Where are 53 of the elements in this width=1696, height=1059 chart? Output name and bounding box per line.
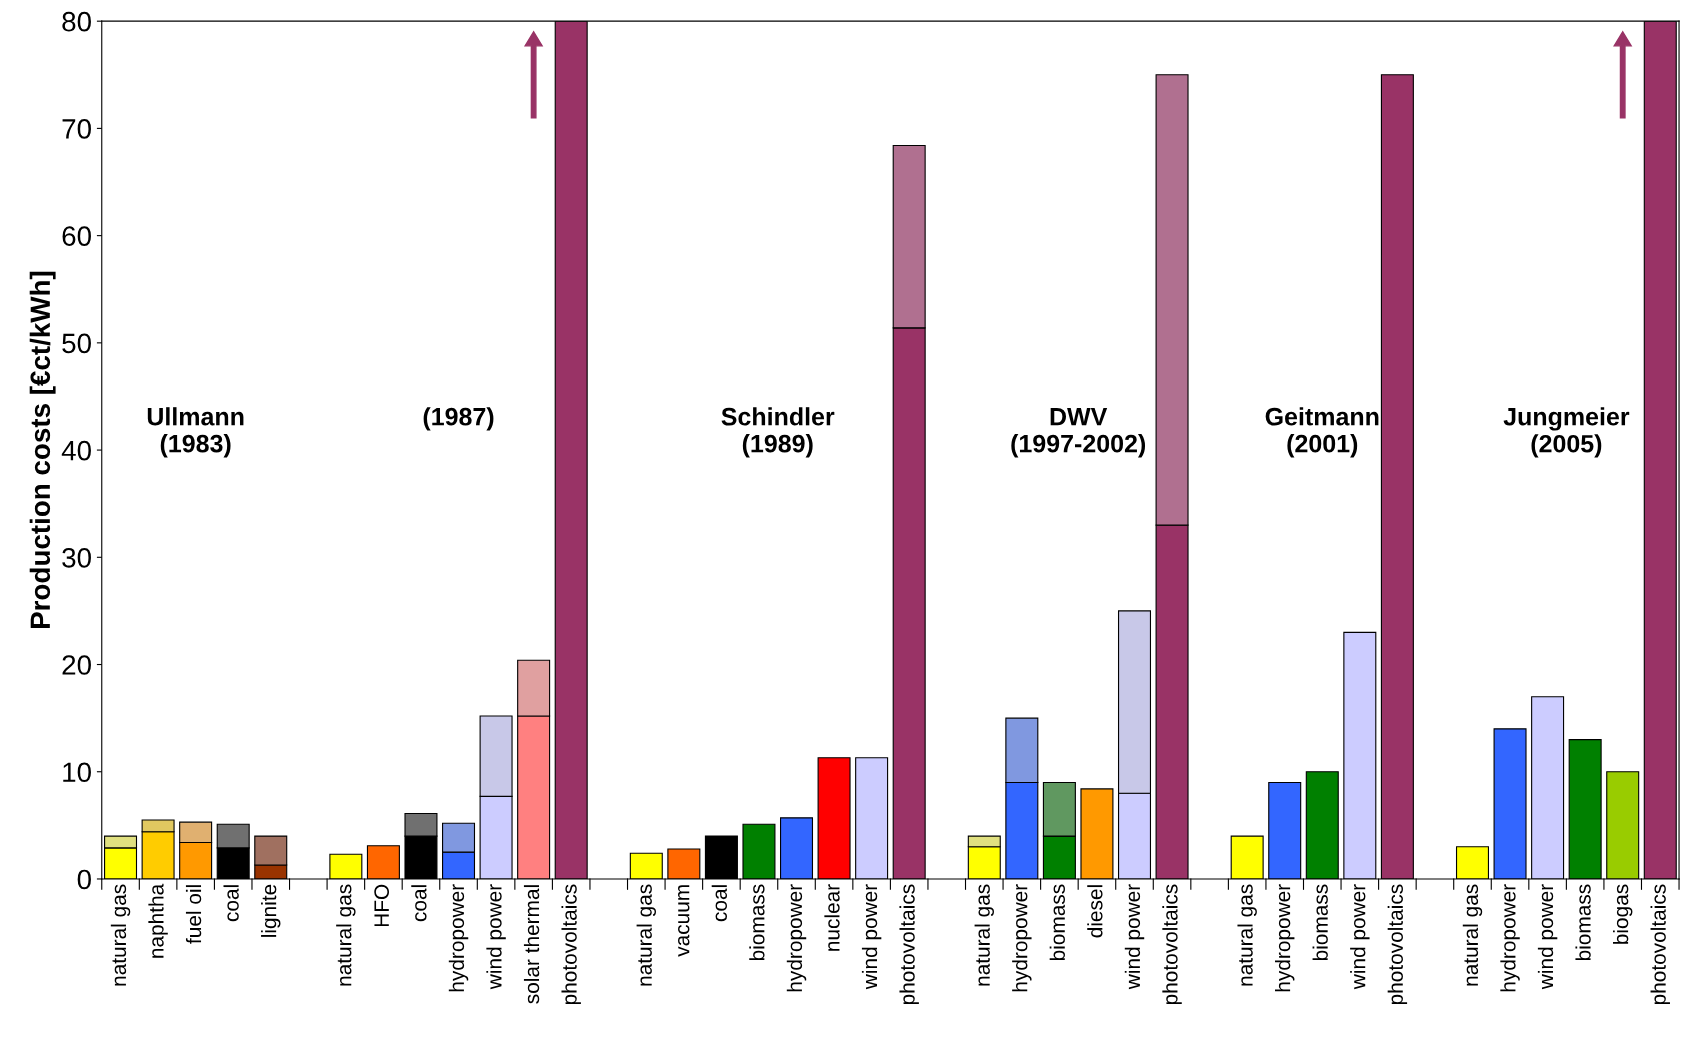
x-tick-label: photovoltaics bbox=[899, 884, 919, 1005]
x-tick-label: coal bbox=[411, 885, 427, 922]
x-tick-label: biomass bbox=[1049, 884, 1065, 961]
y-tick-label: 30 bbox=[62, 547, 91, 568]
x-tick-label: hydropower bbox=[1500, 884, 1520, 992]
x-tick-label: biomass bbox=[1312, 884, 1328, 961]
x-tick-label: biomass bbox=[1575, 884, 1591, 961]
x-tick-label: natural gas bbox=[1462, 884, 1483, 986]
annotation: Jungmeier (2005) bbox=[1503, 407, 1630, 458]
x-tick-label: hydropower bbox=[448, 884, 469, 992]
x-tick-label: wind power bbox=[861, 884, 882, 990]
x-tick-label: naphtha bbox=[148, 883, 168, 958]
x-tick-label: fuel oil bbox=[185, 885, 202, 944]
x-tick-label: photovoltaics bbox=[561, 884, 581, 1005]
y-tick-label: 0 bbox=[77, 869, 91, 890]
x-tick-label: photovoltaics bbox=[1162, 884, 1182, 1005]
annotation: Ullmann (1983) bbox=[147, 407, 244, 458]
x-tick-label: hydropower bbox=[1012, 884, 1032, 992]
x-tick-label: photovoltaics bbox=[1650, 884, 1670, 1005]
y-axis-title: Production costs [€ct/kWh] bbox=[29, 271, 56, 628]
x-tick-label: natural gas bbox=[1237, 884, 1257, 986]
y-tick-label: 10 bbox=[63, 762, 91, 783]
x-tick-label: wind power bbox=[1537, 884, 1558, 990]
x-tick-label: lignite bbox=[261, 884, 281, 937]
x-tick-label: biomass bbox=[749, 884, 765, 961]
y-tick-label: 80 bbox=[62, 11, 91, 32]
x-tick-label: natural gas bbox=[974, 884, 994, 986]
x-tick-label: wind power bbox=[486, 884, 506, 990]
annotation: DWV (1997-2002) bbox=[1011, 408, 1146, 458]
x-tick-label: hydropower bbox=[1275, 884, 1295, 992]
annotation: Geitmann (2001) bbox=[1265, 407, 1379, 458]
x-tick-label: natural gas bbox=[336, 884, 356, 986]
x-tick-label: nuclear bbox=[824, 884, 840, 951]
x-tick-label: vacuum bbox=[678, 885, 690, 957]
x-tick-label: photovoltaics bbox=[1387, 884, 1408, 1005]
x-tick-label: coal bbox=[711, 885, 727, 922]
y-tick-label: 50 bbox=[62, 333, 91, 354]
x-tick-label: diesel bbox=[1087, 885, 1103, 938]
y-tick-label: 40 bbox=[61, 440, 91, 461]
y-tick-label: 20 bbox=[62, 655, 91, 675]
y-tick-label: 70 bbox=[62, 119, 91, 139]
annotation: Schindler (1989) bbox=[721, 407, 835, 458]
x-tick-label: HFO bbox=[374, 884, 390, 927]
x-tick-label: coal bbox=[223, 885, 239, 922]
annotation: (1987) bbox=[423, 407, 494, 431]
y-tick-label: 60 bbox=[62, 226, 91, 246]
x-tick-label: solar thermal bbox=[523, 885, 540, 1004]
x-tick-label: biogas bbox=[1613, 884, 1633, 944]
x-tick-label: wind power bbox=[1124, 884, 1145, 990]
x-tick-label: wind power bbox=[1350, 884, 1370, 990]
x-tick-label: hydropower bbox=[786, 884, 807, 992]
x-tick-label: natural gas bbox=[110, 884, 131, 986]
x-tick-label: natural gas bbox=[636, 884, 657, 986]
